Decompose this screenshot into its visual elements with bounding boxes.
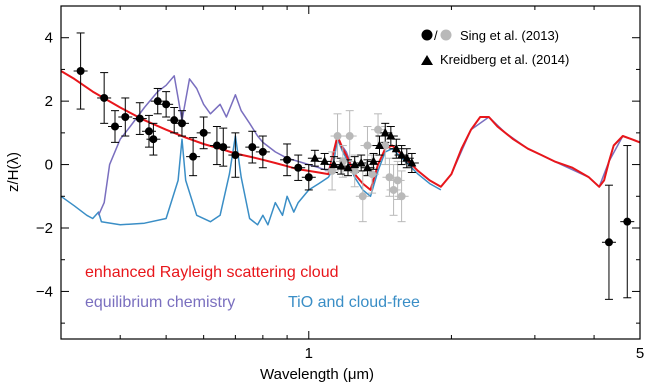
y-tick-label: −4 bbox=[36, 283, 53, 300]
data-point-circle bbox=[212, 141, 221, 150]
data-point-circle bbox=[623, 217, 632, 226]
data-point-circle bbox=[100, 93, 109, 102]
data-point-circle bbox=[177, 119, 186, 128]
legend-marker-circle-gray bbox=[440, 29, 452, 41]
data-point-circle bbox=[304, 173, 313, 182]
data-point-triangle bbox=[343, 162, 353, 172]
legend: / Sing et al. (2013) Kreidberg et al. (2… bbox=[421, 28, 569, 67]
data-point-triangle bbox=[336, 161, 346, 170]
label-rayleigh-cloud: enhanced Rayleigh scattering cloud bbox=[85, 264, 339, 281]
data-point-circle bbox=[135, 114, 144, 123]
data-point-circle bbox=[363, 141, 372, 150]
x-axis-label: Wavelength (μm) bbox=[260, 366, 374, 383]
data-point-circle bbox=[368, 170, 377, 179]
data-point-triangle bbox=[374, 140, 384, 150]
series-layer bbox=[60, 70, 641, 226]
data-point-circle bbox=[374, 125, 383, 134]
data-point-triangle bbox=[407, 157, 417, 167]
data-point-circle bbox=[393, 176, 402, 185]
data-point-circle bbox=[258, 147, 267, 156]
data-point-triangle bbox=[380, 127, 390, 137]
data-point-triangle bbox=[369, 156, 379, 165]
data-point-circle bbox=[199, 128, 208, 137]
data-point-circle bbox=[162, 100, 171, 109]
data-point-circle bbox=[76, 67, 85, 76]
y-tick-label: 2 bbox=[45, 93, 53, 110]
label-equilibrium-chemistry: equilibrium chemistry bbox=[85, 294, 235, 311]
data-point-circle bbox=[328, 166, 337, 175]
data-point-triangle bbox=[402, 153, 412, 162]
data-point-circle bbox=[170, 116, 179, 125]
data-point-circle bbox=[283, 155, 292, 164]
data-point-circle bbox=[189, 152, 198, 161]
y-tick-label: −2 bbox=[36, 220, 53, 237]
data-point-circle bbox=[333, 132, 342, 141]
x-tick-label: 5 bbox=[636, 345, 644, 362]
data-point-circle bbox=[144, 127, 153, 136]
series-line-tio-and-cloud-free bbox=[60, 135, 442, 226]
axis-layer: 4 2 0 −2 −4 1 5 bbox=[36, 6, 644, 362]
legend-marker-circle-black bbox=[421, 29, 433, 41]
data-point-triangle bbox=[386, 131, 396, 140]
data-point-circle bbox=[350, 166, 359, 175]
legend-marker-triangle bbox=[421, 55, 433, 65]
marker-layer bbox=[76, 67, 632, 247]
data-point-triangle bbox=[350, 159, 360, 169]
label-tio-cloud-free: TiO and cloud-free bbox=[288, 294, 420, 311]
data-point-circle bbox=[149, 135, 158, 144]
x-tick-label: 1 bbox=[305, 345, 313, 362]
data-point-circle bbox=[604, 238, 613, 247]
data-point-circle bbox=[248, 143, 257, 152]
data-point-circle bbox=[381, 141, 390, 150]
y-tick-label: 4 bbox=[45, 30, 53, 47]
data-point-circle bbox=[358, 192, 367, 201]
data-point-circle bbox=[397, 192, 406, 201]
legend-slash: / bbox=[434, 28, 438, 43]
plot-frame bbox=[60, 5, 641, 340]
data-point-triangle bbox=[391, 143, 401, 153]
data-point-triangle bbox=[362, 162, 372, 172]
data-point-triangle bbox=[329, 159, 339, 169]
data-point-triangle bbox=[397, 150, 407, 159]
data-point-circle bbox=[219, 143, 228, 152]
data-point-circle bbox=[121, 113, 130, 121]
data-point-circle bbox=[110, 122, 119, 131]
data-point-circle bbox=[385, 173, 394, 182]
legend-label-sing: Sing et al. (2013) bbox=[460, 28, 559, 43]
legend-label-kreidberg: Kreidberg et al. (2014) bbox=[440, 52, 569, 67]
data-point-triangle bbox=[310, 153, 320, 162]
y-tick-label: 0 bbox=[45, 157, 53, 174]
y-axis-label: z/H(λ) bbox=[5, 152, 22, 192]
data-point-circle bbox=[294, 163, 303, 172]
data-point-circle bbox=[345, 132, 354, 141]
data-point-triangle bbox=[320, 156, 330, 165]
data-point-circle bbox=[153, 97, 162, 106]
data-point-triangle bbox=[356, 157, 366, 167]
data-point-circle bbox=[231, 151, 240, 160]
data-point-circle bbox=[389, 185, 398, 194]
